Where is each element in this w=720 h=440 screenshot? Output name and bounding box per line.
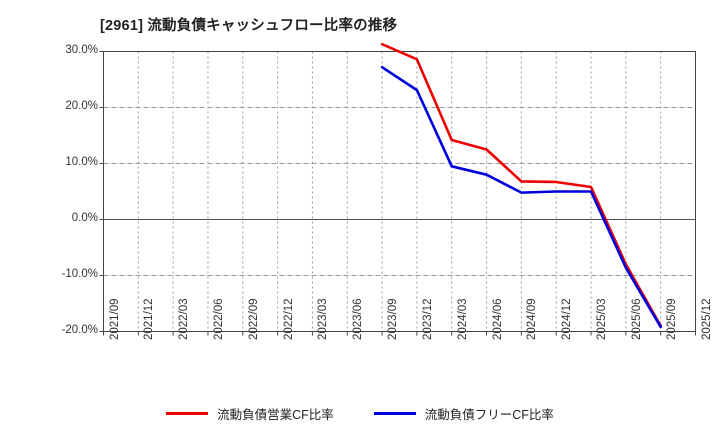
x-axis-tick-label: 2022/03	[178, 297, 191, 340]
legend-label: 流動負債営業CF比率	[217, 408, 334, 422]
x-axis-tick-label: 2024/09	[526, 297, 539, 340]
x-axis-tick-label: 2022/12	[282, 297, 295, 340]
chart-title: [2961] 流動負債キャッシュフロー比率の推移	[100, 18, 398, 34]
x-axis-tick-label: 2024/03	[456, 297, 469, 340]
x-axis-tick-label: 2025/09	[665, 297, 678, 340]
series-line	[380, 65, 662, 329]
x-axis-tick-label: 2024/06	[491, 297, 504, 340]
y-axis-tick-label: 20.0%	[65, 99, 98, 112]
x-axis-tick-label: 2023/06	[352, 297, 365, 340]
legend-item[interactable]: 流動負債フリーCF比率	[373, 404, 554, 423]
legend-label: 流動負債フリーCF比率	[424, 408, 554, 422]
y-axis-tick-label: 10.0%	[65, 155, 98, 168]
x-axis-tick-label: 2023/12	[421, 297, 434, 340]
x-axis-tick-label: 2023/03	[317, 297, 330, 340]
x-axis-tick-label: 2021/09	[108, 297, 121, 340]
y-axis-tick-label: -10.0%	[61, 267, 98, 280]
x-axis-tick-label: 2025/03	[596, 297, 609, 340]
chart-legend: 流動負債営業CF比率 流動負債フリーCF比率	[0, 404, 720, 423]
x-axis-tick-label: 2022/09	[247, 297, 260, 340]
x-axis-tick-label: 2022/06	[212, 297, 225, 340]
series-line	[380, 42, 662, 328]
legend-color-swatch	[373, 412, 416, 415]
x-axis-tick-label: 2023/09	[387, 297, 400, 340]
x-axis-tick-label: 2025/12	[700, 297, 713, 340]
x-axis-tick-label: 2025/06	[630, 297, 643, 340]
x-axis-tick-label: 2021/12	[143, 297, 156, 340]
axis-tick-marks	[99, 51, 696, 336]
horizontal-gridlines	[103, 51, 696, 332]
y-axis-tick-label: 30.0%	[65, 43, 98, 56]
data-series-layer	[380, 42, 662, 329]
y-axis-tick-label: 0.0%	[71, 211, 98, 224]
legend-color-swatch	[166, 412, 209, 415]
x-axis-tick-label: 2024/12	[561, 297, 574, 340]
plot-frame	[103, 51, 696, 332]
legend-item[interactable]: 流動負債営業CF比率	[166, 404, 334, 423]
y-axis-tick-label: -20.0%	[61, 323, 98, 336]
